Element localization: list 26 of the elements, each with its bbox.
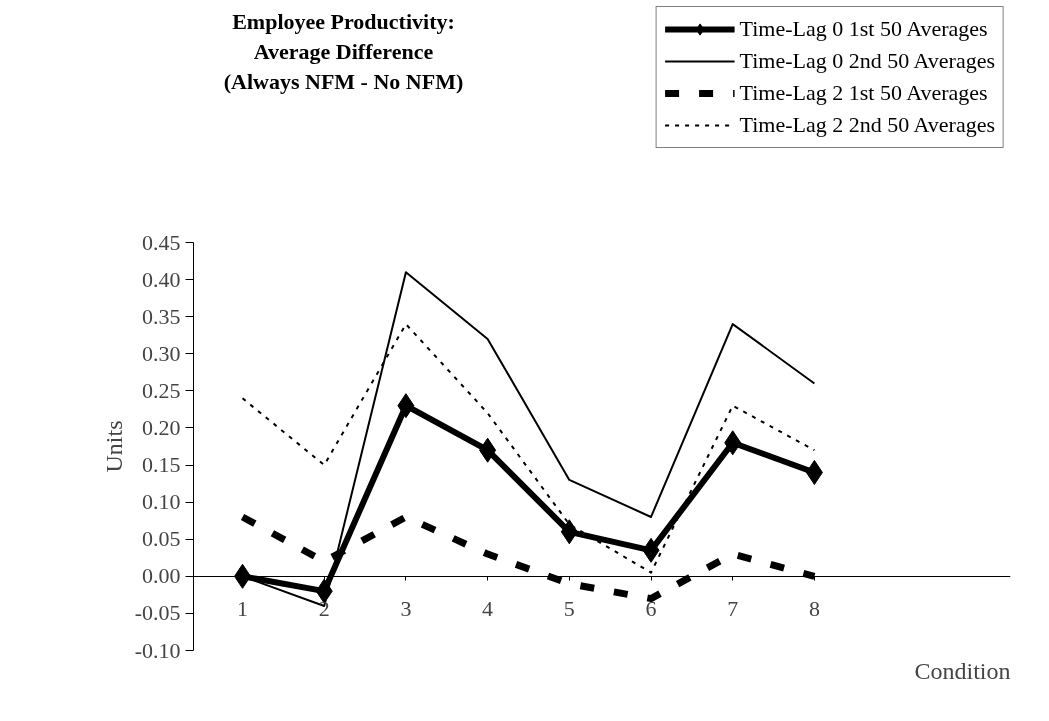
x-tick-label: 8: [808, 596, 820, 622]
y-tick-label: 0.30: [142, 340, 181, 366]
legend-label: Time-Lag 2 2nd 50 Averages: [739, 111, 995, 139]
y-tick-label: 0.45: [142, 229, 181, 255]
y-tick-label: 0.25: [142, 377, 181, 403]
x-axis-title: Condition: [914, 657, 1011, 684]
y-tick-label: 0.35: [142, 303, 181, 329]
legend-label: Time-Lag 0 1st 50 Averages: [739, 15, 988, 43]
legend-label: Time-Lag 0 2nd 50 Averages: [739, 47, 995, 75]
y-tick-label: 0.05: [142, 526, 181, 552]
x-tick-label: 5: [563, 596, 575, 622]
x-tick-label: 6: [645, 596, 657, 622]
legend-label: Time-Lag 2 1st 50 Averages: [739, 79, 988, 107]
x-tick-label: 4: [482, 596, 494, 622]
x-tick-label: 3: [400, 596, 412, 622]
y-tick-label: 0.20: [142, 414, 181, 440]
y-tick-label: 0.15: [142, 452, 181, 478]
y-tick-label: 0.10: [142, 489, 181, 515]
x-tick-label: 1: [237, 596, 249, 622]
x-tick-label: 7: [727, 596, 739, 622]
y-tick-label: 0.40: [142, 266, 181, 292]
y-tick-label: -0.10: [134, 637, 181, 663]
y-tick-label: 0.00: [142, 563, 181, 589]
y-tick-label: -0.05: [134, 600, 181, 626]
y-axis-title: Units: [100, 420, 127, 473]
chart-title: Employee Productivity: Average Difference (Always NFM - No NFM): [223, 8, 464, 94]
